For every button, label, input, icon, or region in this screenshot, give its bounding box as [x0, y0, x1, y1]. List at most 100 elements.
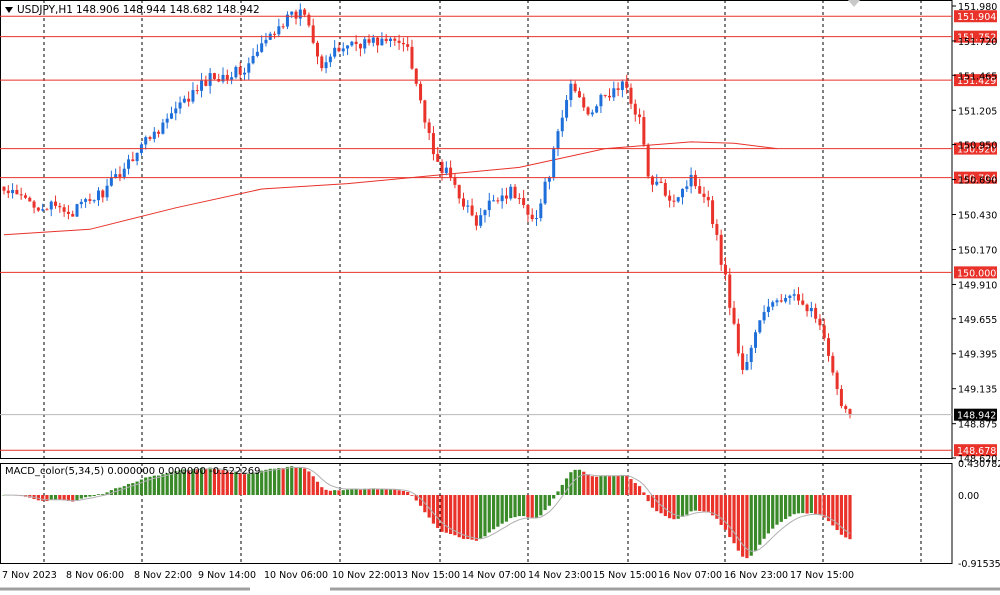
candle [96, 190, 100, 201]
candle [745, 361, 749, 370]
candle [238, 66, 242, 75]
macd-bar [376, 489, 380, 496]
macd-bar [436, 495, 440, 529]
candle [148, 137, 152, 139]
macd-bar [427, 495, 431, 518]
current-price-tag [954, 408, 997, 421]
candle [371, 37, 375, 43]
candle [328, 56, 332, 63]
candle [831, 355, 835, 373]
macd-bar [702, 495, 706, 512]
candle [736, 323, 740, 354]
candle [144, 137, 148, 145]
macd-bar [637, 486, 642, 496]
macd-bar [496, 495, 500, 527]
macd-bar [526, 495, 530, 518]
candle [663, 182, 667, 196]
candle [844, 406, 848, 410]
candle [771, 302, 775, 307]
candle [2, 186, 6, 191]
macd-bar [753, 495, 758, 551]
candle [195, 90, 199, 92]
macd-bar [616, 475, 620, 496]
candle [758, 320, 762, 333]
candle [294, 11, 298, 19]
candle [388, 38, 392, 42]
candle [590, 112, 594, 115]
macd-bar [839, 495, 844, 535]
candle [19, 194, 23, 196]
macd-bar [311, 476, 315, 496]
candle [586, 107, 590, 115]
candle [741, 353, 745, 370]
candle [41, 209, 45, 211]
level-lines: 151.904 151.752 151.429 150.920 150.704 150.0… [0, 10, 997, 457]
macd-bar [165, 473, 169, 496]
candle [277, 26, 281, 35]
candle [642, 117, 646, 145]
macd-bar [642, 492, 646, 496]
macd-bar [101, 494, 105, 496]
macd-bar [234, 471, 238, 496]
candle [324, 62, 328, 69]
candle [775, 300, 779, 303]
macd-bar [582, 471, 586, 496]
candle [809, 307, 813, 312]
macd-bar [230, 472, 234, 496]
candle [165, 118, 169, 123]
candle [208, 73, 212, 86]
candle [58, 205, 62, 208]
candle [483, 210, 487, 216]
macd-bar [801, 495, 805, 514]
candle [290, 11, 294, 15]
time-label: 14 Nov 07:00 [462, 570, 526, 581]
dropdown-arrow-icon[interactable] [5, 7, 13, 13]
candle [358, 44, 362, 49]
candle [479, 215, 483, 226]
macd-bar [453, 495, 457, 536]
time-label: 7 Nov 2023 [2, 570, 57, 581]
macd-bar [152, 475, 156, 496]
candle [612, 88, 616, 98]
candle [92, 200, 96, 202]
macd-bar [822, 495, 826, 518]
price-tick-label: 149.910 [958, 280, 997, 291]
macd-bar [629, 479, 633, 496]
time-label: 17 Nov 15:00 [790, 570, 854, 581]
macd-bar [783, 495, 788, 520]
candle [723, 264, 727, 275]
candle [848, 409, 852, 415]
candle [187, 98, 191, 102]
macd-bar [788, 495, 792, 517]
macd-bar [307, 471, 311, 496]
macd-bar [126, 483, 131, 496]
candle [711, 200, 715, 225]
candle [818, 318, 822, 326]
macd-bar [393, 489, 397, 496]
macd-bar [466, 495, 470, 539]
macd-bar [41, 495, 45, 501]
macd-bar [504, 495, 509, 522]
candle [311, 25, 315, 43]
candle [122, 168, 126, 177]
time-label: 8 Nov 22:00 [134, 570, 192, 581]
candle [754, 332, 758, 348]
candle [556, 131, 560, 149]
macd-bar [693, 495, 698, 511]
candle [234, 66, 238, 78]
price-tick-label: 151.720 [958, 37, 997, 48]
macd-label: MACD_color(5,34,5) 0.000000 0.000000 -0.… [5, 466, 261, 477]
macd-bar [88, 495, 92, 497]
macd-bar [676, 495, 680, 519]
collapse-icon[interactable] [848, 0, 860, 7]
macd-bar [225, 471, 229, 496]
candle [792, 294, 796, 296]
candle [36, 207, 40, 211]
time-label: 9 Nov 14:00 [198, 570, 256, 581]
macd-bar [522, 495, 526, 517]
macd-bar [58, 495, 62, 500]
candle [603, 94, 607, 96]
candle [552, 148, 556, 178]
